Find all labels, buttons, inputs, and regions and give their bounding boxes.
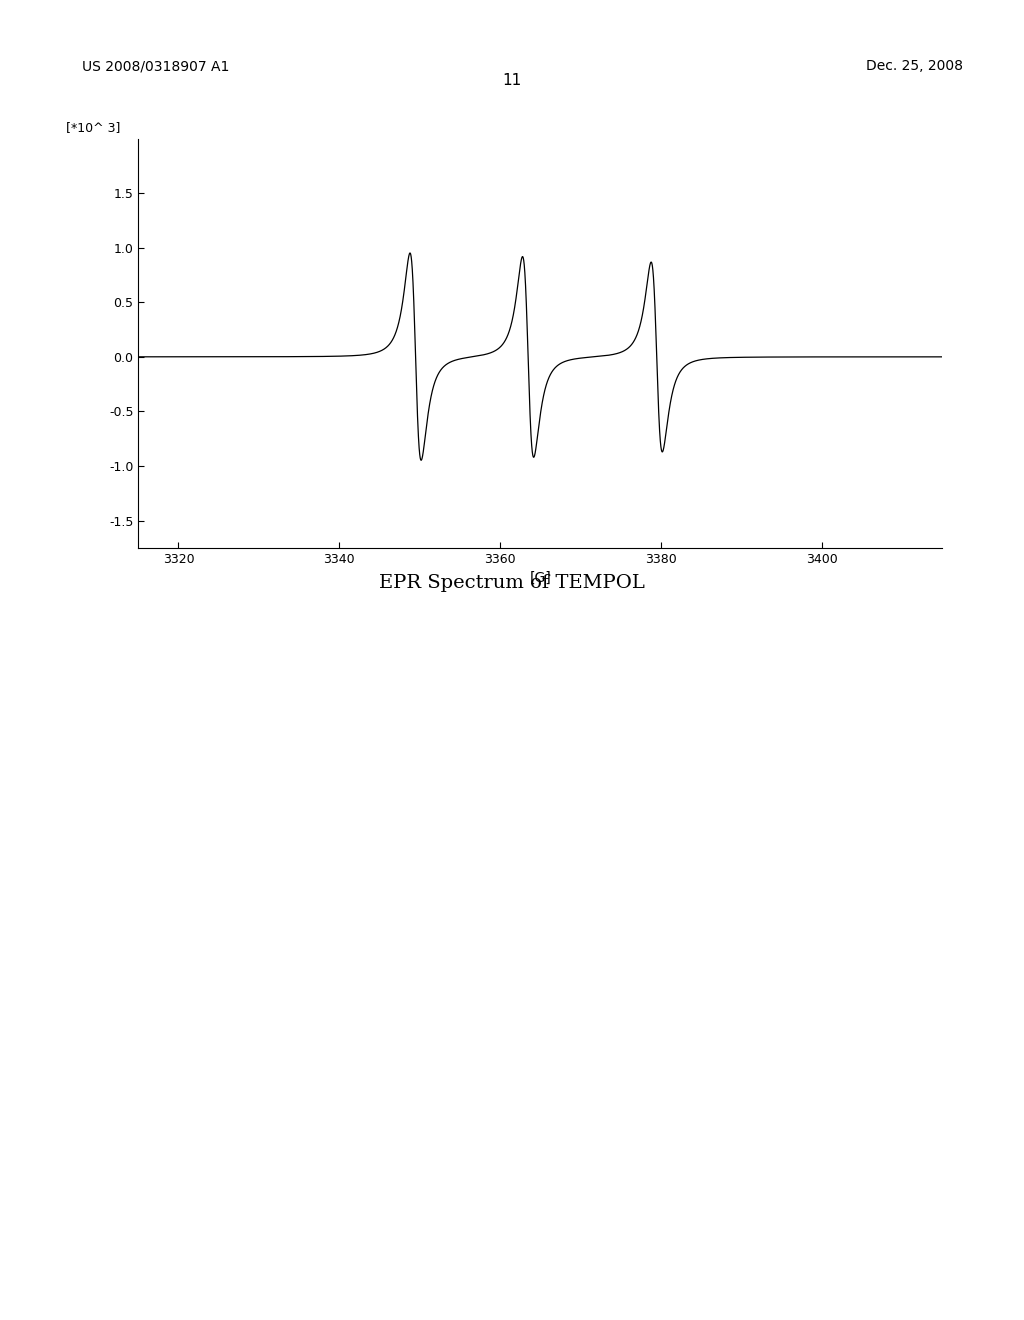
Text: [*10^ 3]: [*10^ 3] — [66, 121, 120, 135]
Text: US 2008/0318907 A1: US 2008/0318907 A1 — [82, 59, 229, 74]
Text: EPR Spectrum of TEMPOL: EPR Spectrum of TEMPOL — [379, 574, 645, 593]
X-axis label: [G]: [G] — [529, 572, 551, 585]
Text: 11: 11 — [503, 73, 521, 87]
Text: Dec. 25, 2008: Dec. 25, 2008 — [865, 59, 963, 74]
